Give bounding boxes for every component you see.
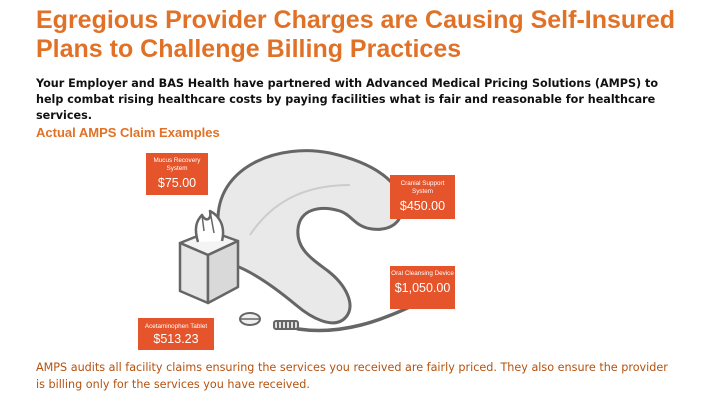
claim-item-price: $1,050.00	[394, 281, 451, 295]
claim-item-name: Oral Cleansing Device	[391, 270, 454, 277]
claims-illustration	[178, 149, 432, 333]
claim-item-name: Cranial Support System	[400, 180, 445, 195]
tissue-box-icon	[178, 209, 240, 305]
claim-item-price: $513.23	[153, 332, 199, 346]
claim-item-name: Mucus Recovery System	[153, 157, 201, 172]
claim-item-price: $450.00	[399, 199, 446, 213]
neck-pillow-icon	[216, 149, 404, 325]
intro-paragraph: Your Employer and BAS Health have partne…	[36, 77, 659, 122]
claim-item-name: Acetaminophen Tablet	[144, 323, 208, 330]
claim-examples-heading: Actual AMPS Claim Examples	[36, 125, 220, 140]
claim-callout-cranial-support: Cranial Support System $450.00	[390, 175, 455, 219]
claim-callout-oral-cleansing: Oral Cleansing Device $1,050.00	[390, 266, 455, 309]
claim-item-price: $75.00	[157, 176, 197, 190]
claim-callout-mucus-recovery: Mucus Recovery System $75.00	[146, 153, 208, 195]
footer-paragraph: AMPS audits all facility claims ensuring…	[36, 361, 668, 391]
slide-title: Egregious Provider Charges are Causing S…	[36, 6, 676, 63]
claim-callout-acetaminophen: Acetaminophen Tablet $513.23	[138, 318, 214, 350]
pill-icon	[239, 312, 261, 326]
